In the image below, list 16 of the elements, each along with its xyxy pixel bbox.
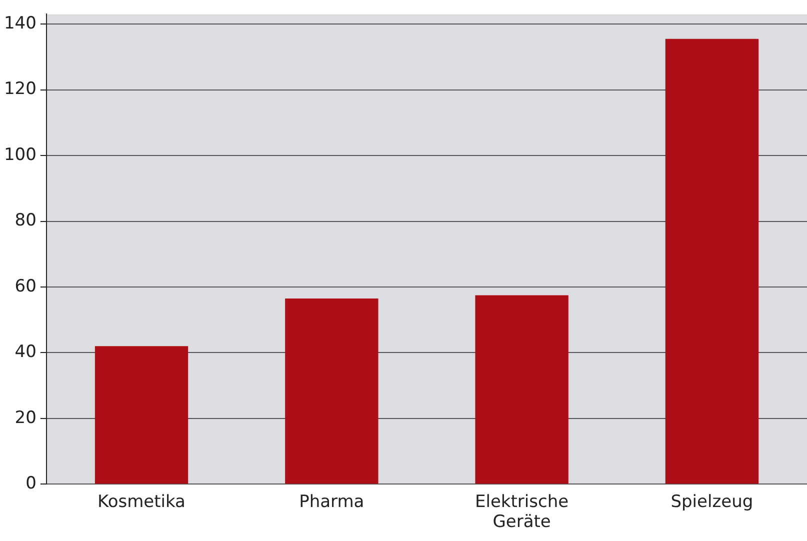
y-tick-label: 140 <box>4 13 36 34</box>
bar <box>94 346 188 484</box>
x-tick-label: Pharma <box>299 492 364 512</box>
y-tick-label: 20 <box>14 408 36 428</box>
bar <box>665 38 759 484</box>
y-tick-label: 40 <box>14 342 36 362</box>
bar <box>475 295 568 484</box>
x-tick-label: Elektrische Geräte <box>474 492 569 532</box>
y-tick-label: 80 <box>14 210 36 231</box>
y-tick-label: 0 <box>26 474 36 494</box>
x-tick-label: Kosmetika <box>98 492 186 512</box>
y-tick-label: 60 <box>14 276 36 296</box>
y-tick-label: 120 <box>4 79 36 100</box>
y-tick-label: 100 <box>4 144 36 165</box>
x-tick-label: Spielzeug <box>670 492 754 512</box>
bar <box>285 298 378 484</box>
